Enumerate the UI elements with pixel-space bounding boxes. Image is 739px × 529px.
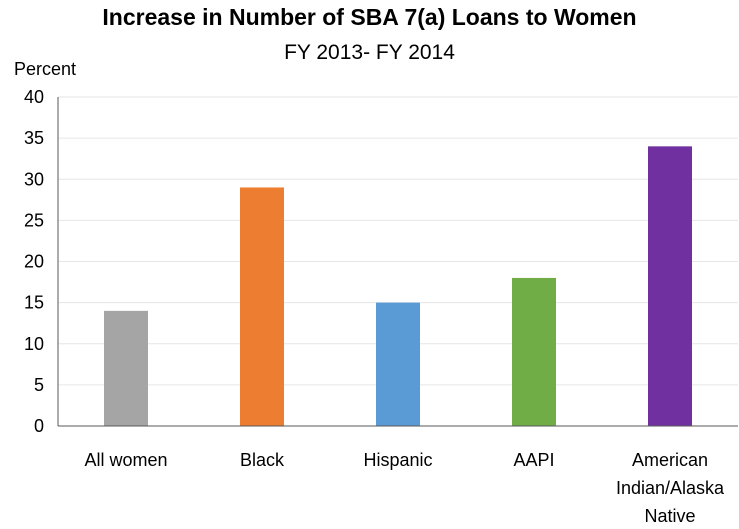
bar	[240, 187, 284, 426]
x-category-label: AAPI	[513, 450, 554, 470]
y-tick-label: 10	[24, 334, 44, 354]
y-tick-label: 5	[34, 375, 44, 395]
y-tick-label: 25	[24, 210, 44, 230]
y-tick-label: 30	[24, 169, 44, 189]
x-category-label: American Indian/Alaska Native	[616, 450, 725, 526]
y-tick-label: 20	[24, 252, 44, 272]
bar	[104, 311, 148, 426]
bar	[376, 303, 420, 426]
x-category-label: Hispanic	[363, 450, 432, 470]
bar	[512, 278, 556, 426]
y-tick-label: 0	[34, 416, 44, 436]
x-category-label: All women	[84, 450, 167, 470]
y-tick-label: 40	[24, 87, 44, 107]
y-tick-label: 35	[24, 128, 44, 148]
bar	[648, 146, 692, 426]
x-category-label: Black	[240, 450, 285, 470]
y-tick-label: 15	[24, 293, 44, 313]
